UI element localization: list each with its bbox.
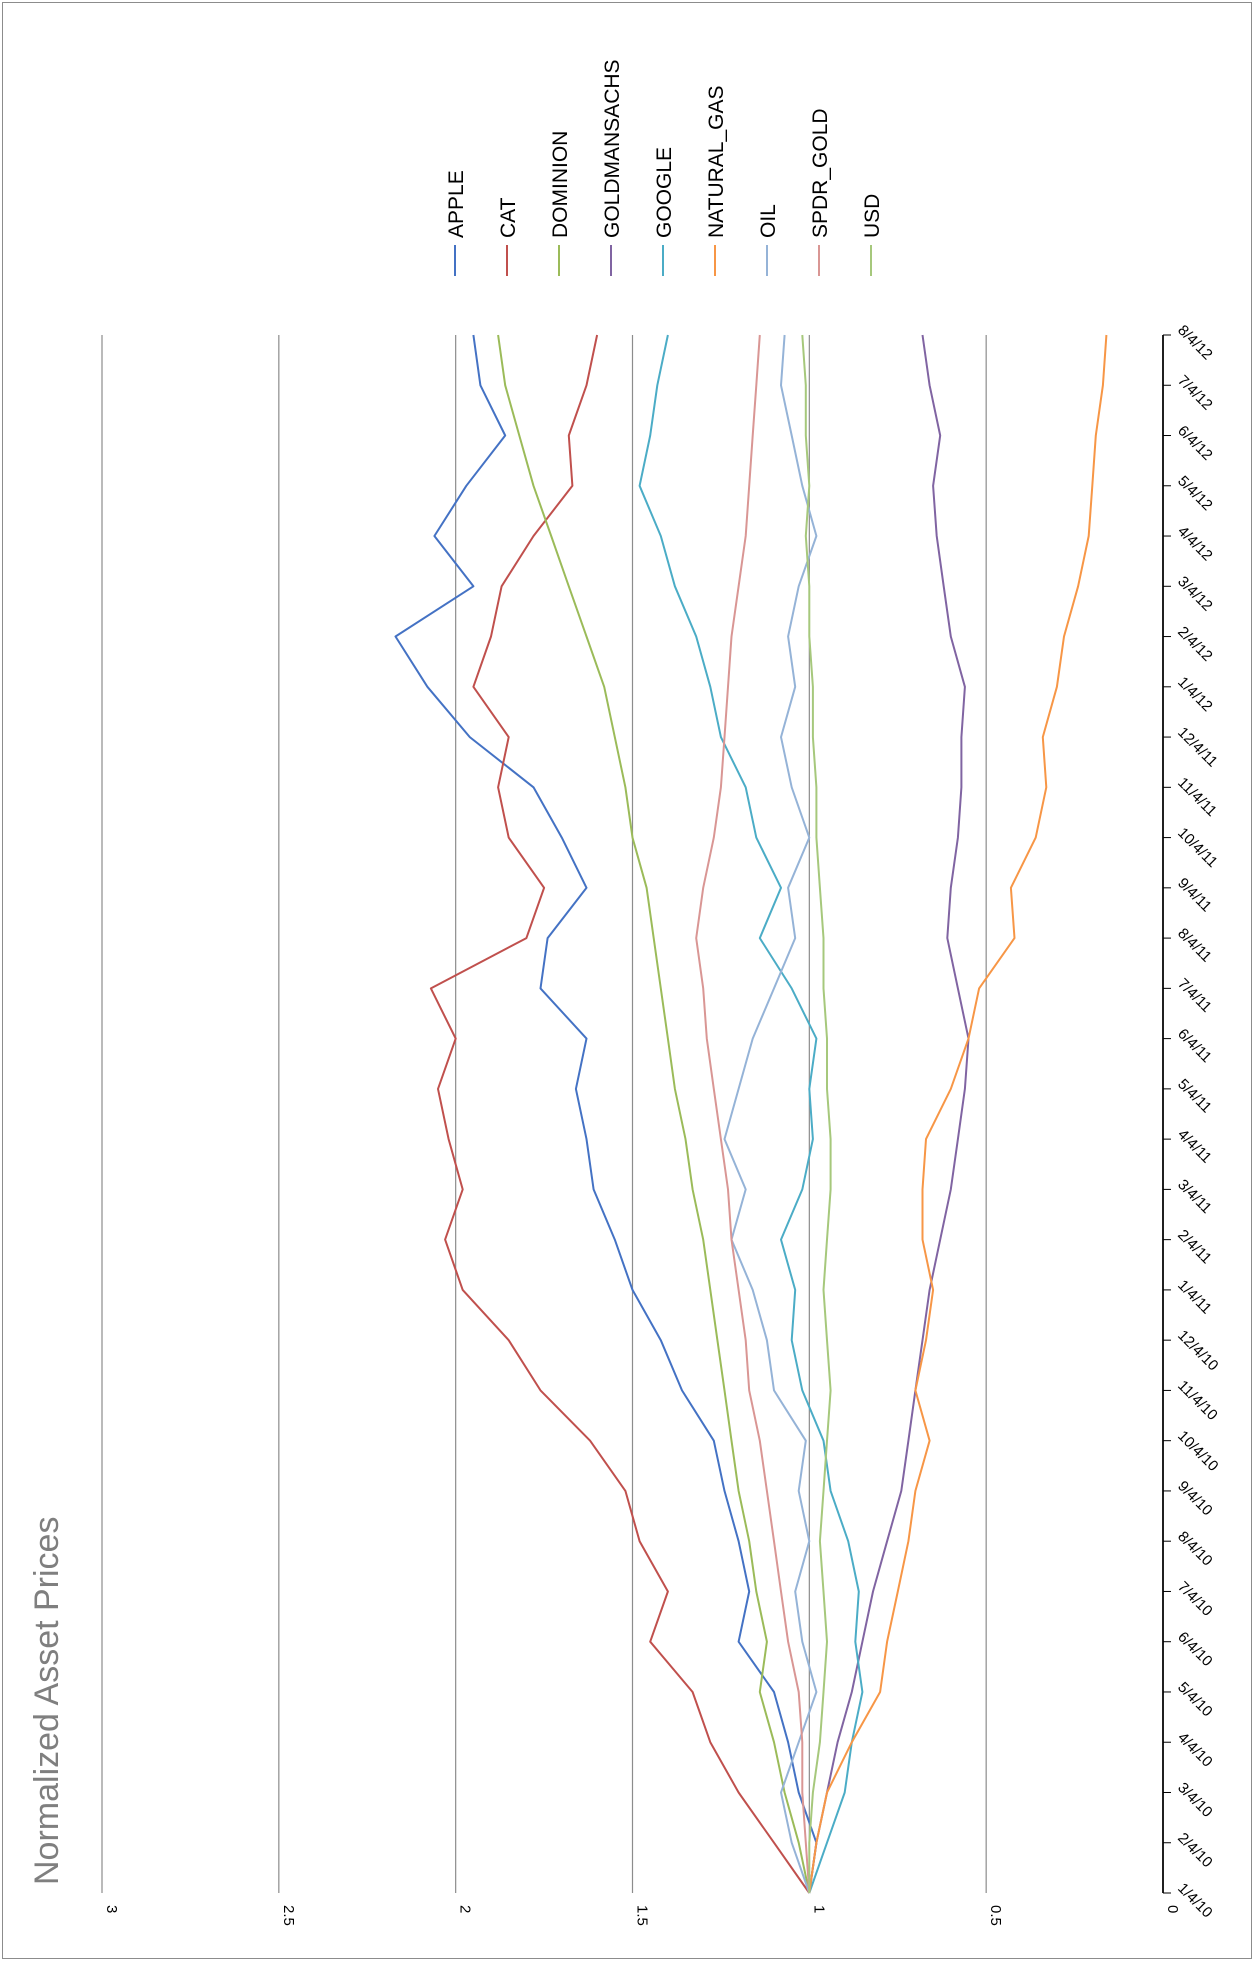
legend-label: SPDR_GOLD <box>809 108 832 238</box>
x-tick-label: 7/4/11 <box>1174 975 1215 1016</box>
x-tick-label: 10/4/10 <box>1174 1427 1221 1474</box>
y-tick-label: 0 <box>1164 1905 1181 1913</box>
x-tick-label: 11/4/10 <box>1174 1377 1221 1424</box>
x-tick-label: 10/4/11 <box>1174 824 1221 871</box>
chart-title: Normalized Asset Prices <box>28 1517 66 1885</box>
series-line-usd <box>801 334 832 1893</box>
x-tick-label: 5/4/10 <box>1174 1679 1216 1721</box>
y-tick-label: 3 <box>103 1905 120 1913</box>
y-tick-label: 1 <box>810 1905 827 1913</box>
x-tick-label: 3/4/11 <box>1174 1176 1215 1217</box>
y-tick-label: 1.5 <box>634 1905 651 1926</box>
legend-label: APPLE <box>445 170 468 238</box>
series-line-oil <box>723 334 818 1894</box>
legend-label: GOLDMANSACHS <box>601 59 624 238</box>
x-tick-label: 11/4/11 <box>1174 774 1220 820</box>
x-tick-label: 6/4/10 <box>1174 1629 1216 1671</box>
x-tick-label: 9/4/11 <box>1174 875 1215 916</box>
series-line-google <box>638 334 864 1894</box>
series-line-dominion <box>497 334 811 1894</box>
x-tick-label: 5/4/11 <box>1174 1076 1215 1117</box>
x-tick-label: 4/4/10 <box>1174 1729 1216 1771</box>
series-line-goldmansachs <box>808 334 970 1894</box>
x-tick-label: 9/4/10 <box>1174 1478 1216 1520</box>
x-tick-label: 3/4/10 <box>1174 1779 1216 1821</box>
x-tick-label: 1/4/11 <box>1174 1277 1215 1318</box>
legend-label: USD <box>861 194 884 238</box>
x-tick-label: 8/4/11 <box>1174 925 1215 966</box>
x-tick-label: 4/4/11 <box>1174 1126 1215 1167</box>
legend-label: DOMINION <box>549 131 572 238</box>
series-line-cat <box>429 334 811 1894</box>
series-line-apple <box>394 334 818 1894</box>
x-tick-label: 4/4/12 <box>1174 523 1216 565</box>
x-tick-label: 12/4/10 <box>1174 1327 1221 1374</box>
x-tick-label: 2/4/11 <box>1174 1226 1215 1267</box>
x-tick-label: 6/4/12 <box>1174 422 1216 464</box>
y-tick-label: 0.5 <box>987 1905 1004 1926</box>
y-tick-label: 2.5 <box>280 1905 297 1926</box>
x-tick-label: 6/4/11 <box>1174 1025 1215 1066</box>
legend-label: OIL <box>757 204 780 238</box>
legend-label: CAT <box>497 197 520 238</box>
x-tick-label: 5/4/12 <box>1174 473 1216 515</box>
x-tick-label: 1/4/12 <box>1174 674 1216 716</box>
series-line-spdr_gold <box>695 334 811 1894</box>
x-tick-label: 12/4/11 <box>1174 724 1221 771</box>
legend-label: GOOGLE <box>653 147 676 238</box>
y-tick-label: 2 <box>457 1905 474 1913</box>
x-tick-label: 8/4/10 <box>1174 1528 1216 1570</box>
x-tick-label: 7/4/12 <box>1174 372 1216 414</box>
series-line-natural_gas <box>808 334 1108 1894</box>
x-tick-label: 1/4/10 <box>1174 1880 1216 1922</box>
legend-label: NATURAL_GAS <box>705 86 728 239</box>
x-tick-label: 2/4/10 <box>1174 1830 1216 1872</box>
x-tick-label: 7/4/10 <box>1174 1578 1216 1620</box>
x-tick-label: 8/4/12 <box>1174 322 1216 364</box>
x-tick-label: 2/4/12 <box>1174 623 1216 665</box>
x-tick-label: 3/4/12 <box>1174 573 1216 615</box>
